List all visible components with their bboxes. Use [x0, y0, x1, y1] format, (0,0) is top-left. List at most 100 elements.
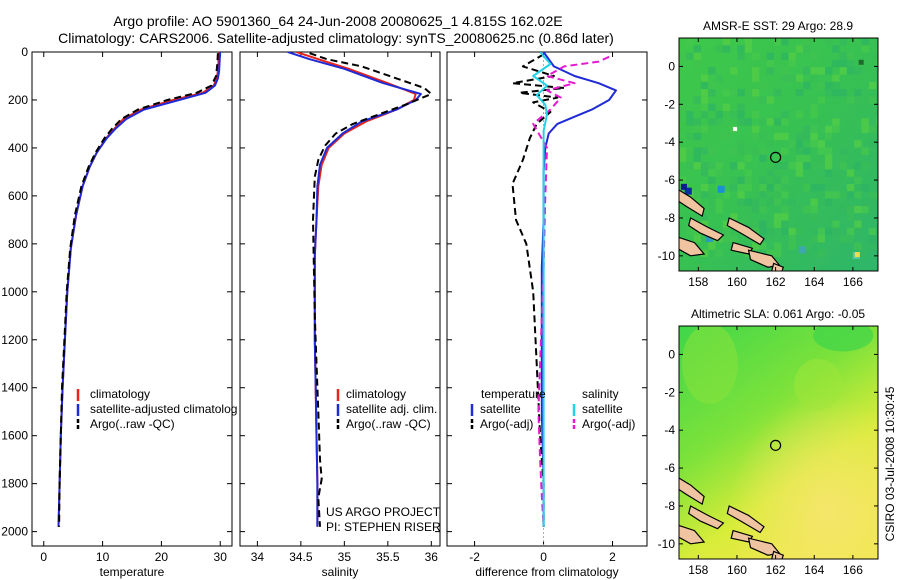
sla-patch [681, 326, 738, 404]
sst-pixel [817, 81, 825, 90]
x-tick-label: 35.5 [376, 550, 400, 564]
sst-pixel [737, 103, 745, 111]
sst-pixel [795, 162, 804, 170]
sst-pixel [737, 111, 745, 119]
sst-pixel [817, 147, 825, 155]
sst-pixel [839, 162, 847, 170]
sst-pixel [854, 96, 862, 104]
sst-pixel [788, 235, 796, 243]
x-tick-label: 36 [425, 550, 439, 564]
sst-pixel [715, 227, 723, 236]
sst-pixel [861, 249, 869, 257]
sst-pixel [737, 198, 745, 206]
sst-pixel [686, 38, 694, 46]
sst-pixel [737, 89, 745, 97]
sst-pixel [795, 169, 804, 177]
sst-pixel [868, 81, 877, 90]
sst-pixel [861, 118, 869, 126]
sst-pixel [825, 169, 833, 177]
sst-pixel [766, 118, 774, 126]
sst-pixel [773, 89, 782, 97]
sst-pixel [730, 184, 738, 192]
sst-pixel [810, 52, 818, 60]
sst-pixel [759, 132, 767, 141]
sst-pixel [810, 184, 818, 192]
sst-pixel [803, 38, 811, 46]
sst-pixel [839, 67, 847, 75]
sst-pixel [766, 96, 774, 104]
series-line-salinity-argo [532, 55, 610, 527]
sst-pixel [744, 176, 752, 184]
x-tick-label: 160 [727, 275, 747, 289]
figure-title-line2: Climatology: CARS2006. Satellite-adjuste… [58, 30, 614, 46]
legend-entry: Argo(..raw -QC) [90, 417, 175, 431]
sst-pixel [854, 59, 862, 68]
sst-pixel [795, 154, 804, 163]
sst-pixel [810, 111, 818, 119]
y-tick-label: 400 [8, 141, 28, 155]
sst-pixel [868, 191, 877, 199]
sst-pixel [832, 220, 840, 228]
y-tick-label: 800 [8, 237, 28, 251]
project-credit: US ARGO PROJECT [326, 505, 441, 519]
sst-pixel [861, 242, 869, 250]
sst-pixel [766, 59, 774, 68]
x-tick-label: 166 [843, 563, 863, 577]
sst-pixel [803, 154, 811, 163]
sst-pixel [766, 249, 774, 257]
y-tick-label: -10 [658, 537, 676, 551]
sst-pixel [825, 198, 833, 206]
sst-pixel [700, 74, 709, 82]
sst-pixel [686, 52, 694, 60]
y-tick-label: -4 [664, 135, 675, 149]
sst-pixel [730, 111, 738, 119]
y-tick-label: 2000 [1, 525, 28, 539]
sst-pixel [795, 74, 804, 82]
plot-area [446, 51, 648, 547]
sst-pixel [781, 162, 789, 170]
sst-pixel [752, 205, 760, 214]
sst-pixel [810, 125, 818, 133]
x-axis-label: difference from climatology [475, 565, 618, 579]
sst-pixel [700, 191, 709, 199]
sst-pixel [766, 140, 774, 148]
sst-pixel [803, 242, 811, 250]
sst-pixel [803, 249, 811, 257]
sst-pixel [876, 67, 878, 75]
sst-pixel [752, 52, 760, 60]
sst-pixel [679, 154, 687, 163]
sst-map-panel: 158 160 162 164 166 0 -2 -4 -6 -8 -10 [658, 37, 879, 289]
sst-pixel [832, 89, 840, 97]
sst-pixel [803, 45, 811, 53]
series-line-temperature-argo [511, 53, 566, 527]
sst-pixel [839, 205, 847, 214]
sst-pixel [737, 45, 745, 53]
x-tick-label: 162 [766, 275, 786, 289]
sst-pixel [876, 81, 878, 90]
sst-pixel [715, 45, 723, 53]
sst-pixel [817, 162, 825, 170]
x-tick-label: 166 [843, 275, 863, 289]
sst-pixel [876, 118, 878, 126]
sst-pixel [737, 140, 745, 148]
sst-pixel [752, 125, 760, 133]
sst-pixel [766, 184, 774, 192]
sst-pixel [846, 52, 855, 60]
sst-pixel [766, 52, 774, 60]
sst-pixel [693, 52, 701, 60]
sst-pixel [737, 52, 745, 60]
sst-pixel [854, 162, 862, 170]
sst-pixel [810, 103, 818, 111]
sst-pixel [752, 198, 760, 206]
sst-pixel [766, 67, 774, 75]
sst-pixel [876, 154, 878, 163]
sst-pixel [817, 176, 825, 184]
sst-pixel [700, 147, 709, 155]
sst-pixel [700, 89, 709, 97]
sst-pixel [744, 198, 752, 206]
y-tick-label: 1000 [1, 285, 28, 299]
temperature-profile-panel: 0 10 20 30 0 200 400 600 800 1000 1200 1400 1600 1800… [1, 45, 237, 579]
sst-pixel [752, 220, 760, 228]
x-tick-label: 20 [155, 550, 169, 564]
sst-pixel [693, 235, 701, 243]
